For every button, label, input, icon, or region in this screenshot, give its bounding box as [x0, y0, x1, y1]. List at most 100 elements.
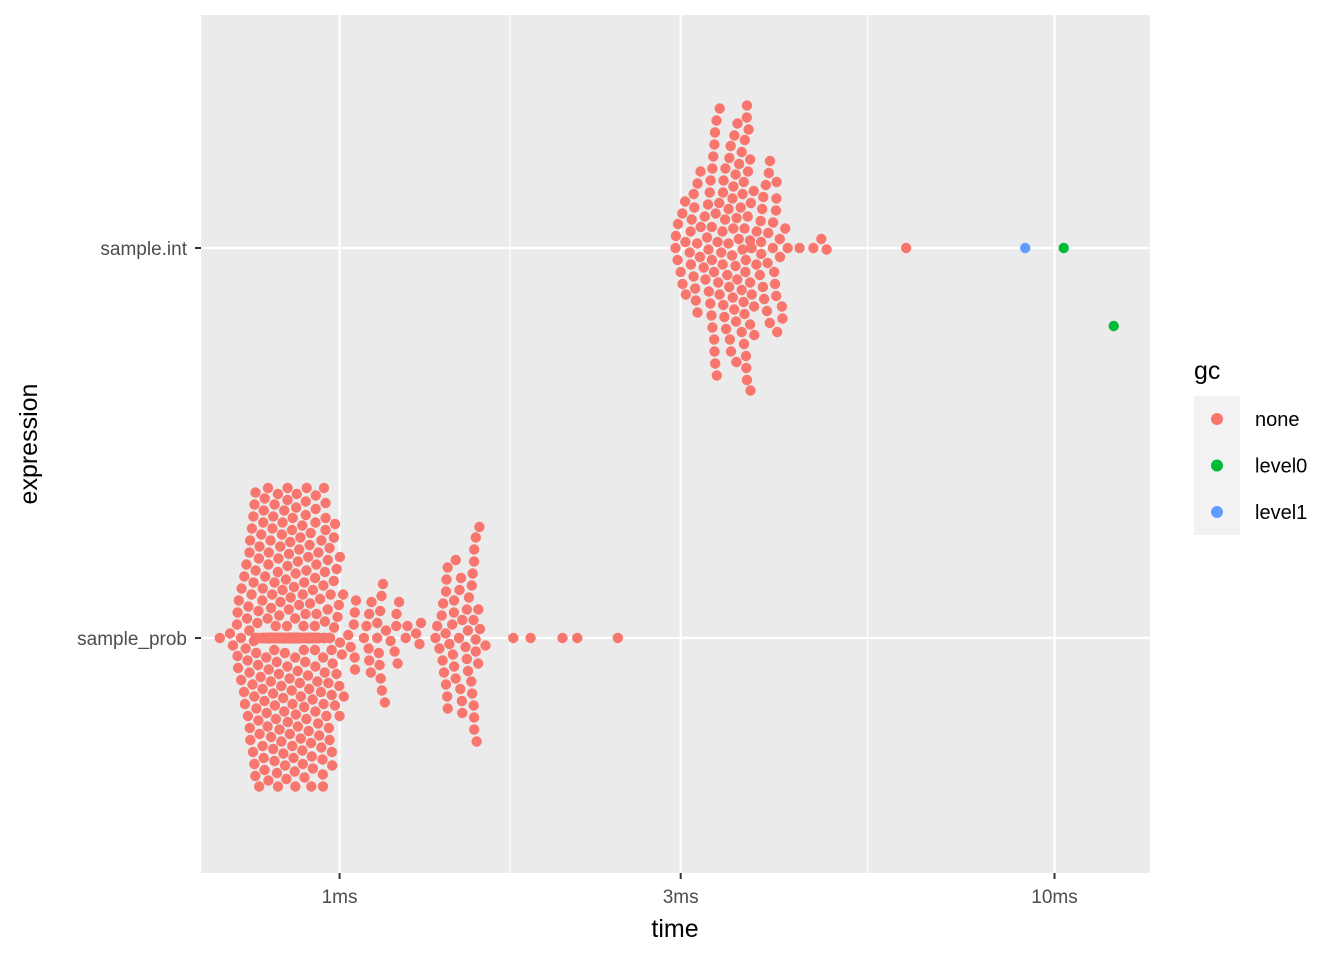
data-point-none — [224, 628, 236, 639]
data-point-none — [466, 676, 477, 687]
legend-label-level0: level0 — [1255, 456, 1307, 478]
legend: gc none level0 level1 — [1194, 357, 1307, 535]
data-point-none — [259, 764, 270, 776]
data-point-none — [301, 565, 312, 576]
data-point-none — [273, 668, 285, 680]
data-point-none — [450, 554, 461, 566]
data-point-none — [329, 622, 340, 633]
data-point-none — [286, 524, 298, 536]
data-point-none — [332, 611, 343, 623]
data-point-none — [400, 632, 411, 644]
data-point-none — [762, 257, 773, 269]
data-point-none — [240, 643, 251, 654]
data-point-none — [470, 532, 481, 543]
y-tick-label: sample_prob — [77, 629, 187, 650]
data-point-none — [456, 695, 468, 707]
data-point-none — [755, 236, 767, 248]
data-point-none — [239, 698, 251, 710]
data-point-none — [254, 728, 265, 740]
data-point-none — [467, 568, 478, 579]
data-point-none — [684, 247, 695, 258]
data-point-none — [462, 665, 474, 677]
data-point-none — [305, 527, 316, 539]
data-point-none — [331, 668, 342, 680]
data-point-none — [262, 613, 273, 624]
data-point-none — [377, 578, 389, 590]
data-point-none — [711, 115, 722, 126]
data-point-none — [698, 262, 709, 273]
data-point-none — [729, 130, 740, 141]
data-point-none — [278, 748, 289, 759]
data-point-none — [444, 638, 455, 650]
data-point-none — [263, 559, 274, 570]
data-point-none — [454, 584, 465, 596]
data-point-none — [235, 632, 247, 644]
data-point-none — [290, 781, 301, 792]
data-point-none — [679, 196, 691, 207]
data-point-none — [317, 781, 329, 792]
data-point-none — [706, 310, 717, 321]
data-point-none — [731, 212, 742, 224]
data-point-none — [259, 493, 270, 504]
data-point-none — [310, 503, 321, 515]
data-point-none — [328, 575, 339, 587]
data-point-none — [763, 227, 774, 239]
data-point-none — [709, 127, 721, 138]
data-point-none — [763, 167, 775, 179]
data-point-none — [713, 277, 724, 288]
data-point-none — [283, 604, 294, 615]
data-point-none — [474, 623, 486, 635]
data-point-none — [232, 607, 243, 618]
data-point-none — [447, 619, 458, 630]
data-point-none — [741, 362, 752, 374]
data-point-none — [288, 581, 300, 593]
data-point-none — [460, 641, 471, 653]
data-point-none — [258, 505, 269, 516]
data-point-none — [794, 242, 805, 254]
data-point-none — [348, 619, 359, 630]
data-point-none — [761, 305, 773, 317]
data-point-none — [736, 326, 747, 338]
data-point-none — [293, 599, 305, 611]
data-point-none — [695, 166, 706, 177]
data-point-none — [730, 169, 741, 180]
data-point-none — [508, 632, 519, 644]
data-point-none — [310, 517, 321, 528]
data-point-none — [705, 298, 716, 309]
data-point-none — [250, 770, 261, 782]
data-point-none — [282, 661, 293, 672]
data-point-none — [283, 548, 295, 560]
data-point-none — [735, 202, 746, 213]
data-point-none — [269, 499, 280, 510]
data-point-none — [246, 523, 258, 534]
data-point-none — [767, 217, 779, 228]
data-point-none — [324, 542, 335, 554]
data-point-none — [328, 532, 340, 543]
data-point-none — [372, 617, 383, 629]
data-point-none — [334, 710, 345, 722]
data-point-none — [740, 254, 751, 266]
data-point-none — [323, 677, 334, 689]
data-point-none — [286, 685, 297, 696]
data-point-none — [730, 316, 742, 327]
data-point-none — [258, 752, 269, 764]
data-point-none — [262, 721, 273, 732]
data-point-none — [728, 223, 739, 234]
data-point-none — [239, 571, 250, 582]
data-point-none — [232, 650, 243, 662]
data-point-none — [301, 482, 312, 494]
data-point-none — [670, 230, 682, 242]
data-point-none — [311, 608, 322, 620]
data-point-none — [317, 754, 328, 765]
data-point-none — [724, 281, 735, 293]
data-point-none — [310, 706, 321, 717]
data-point-none — [473, 658, 484, 669]
data-point-none — [572, 632, 583, 644]
data-point-none — [733, 158, 745, 170]
data-point-none — [703, 286, 714, 297]
data-point-none — [295, 691, 307, 702]
data-point-none — [260, 571, 271, 582]
data-point-none — [688, 271, 699, 282]
data-point-none — [690, 283, 701, 294]
data-point-none — [470, 634, 481, 645]
